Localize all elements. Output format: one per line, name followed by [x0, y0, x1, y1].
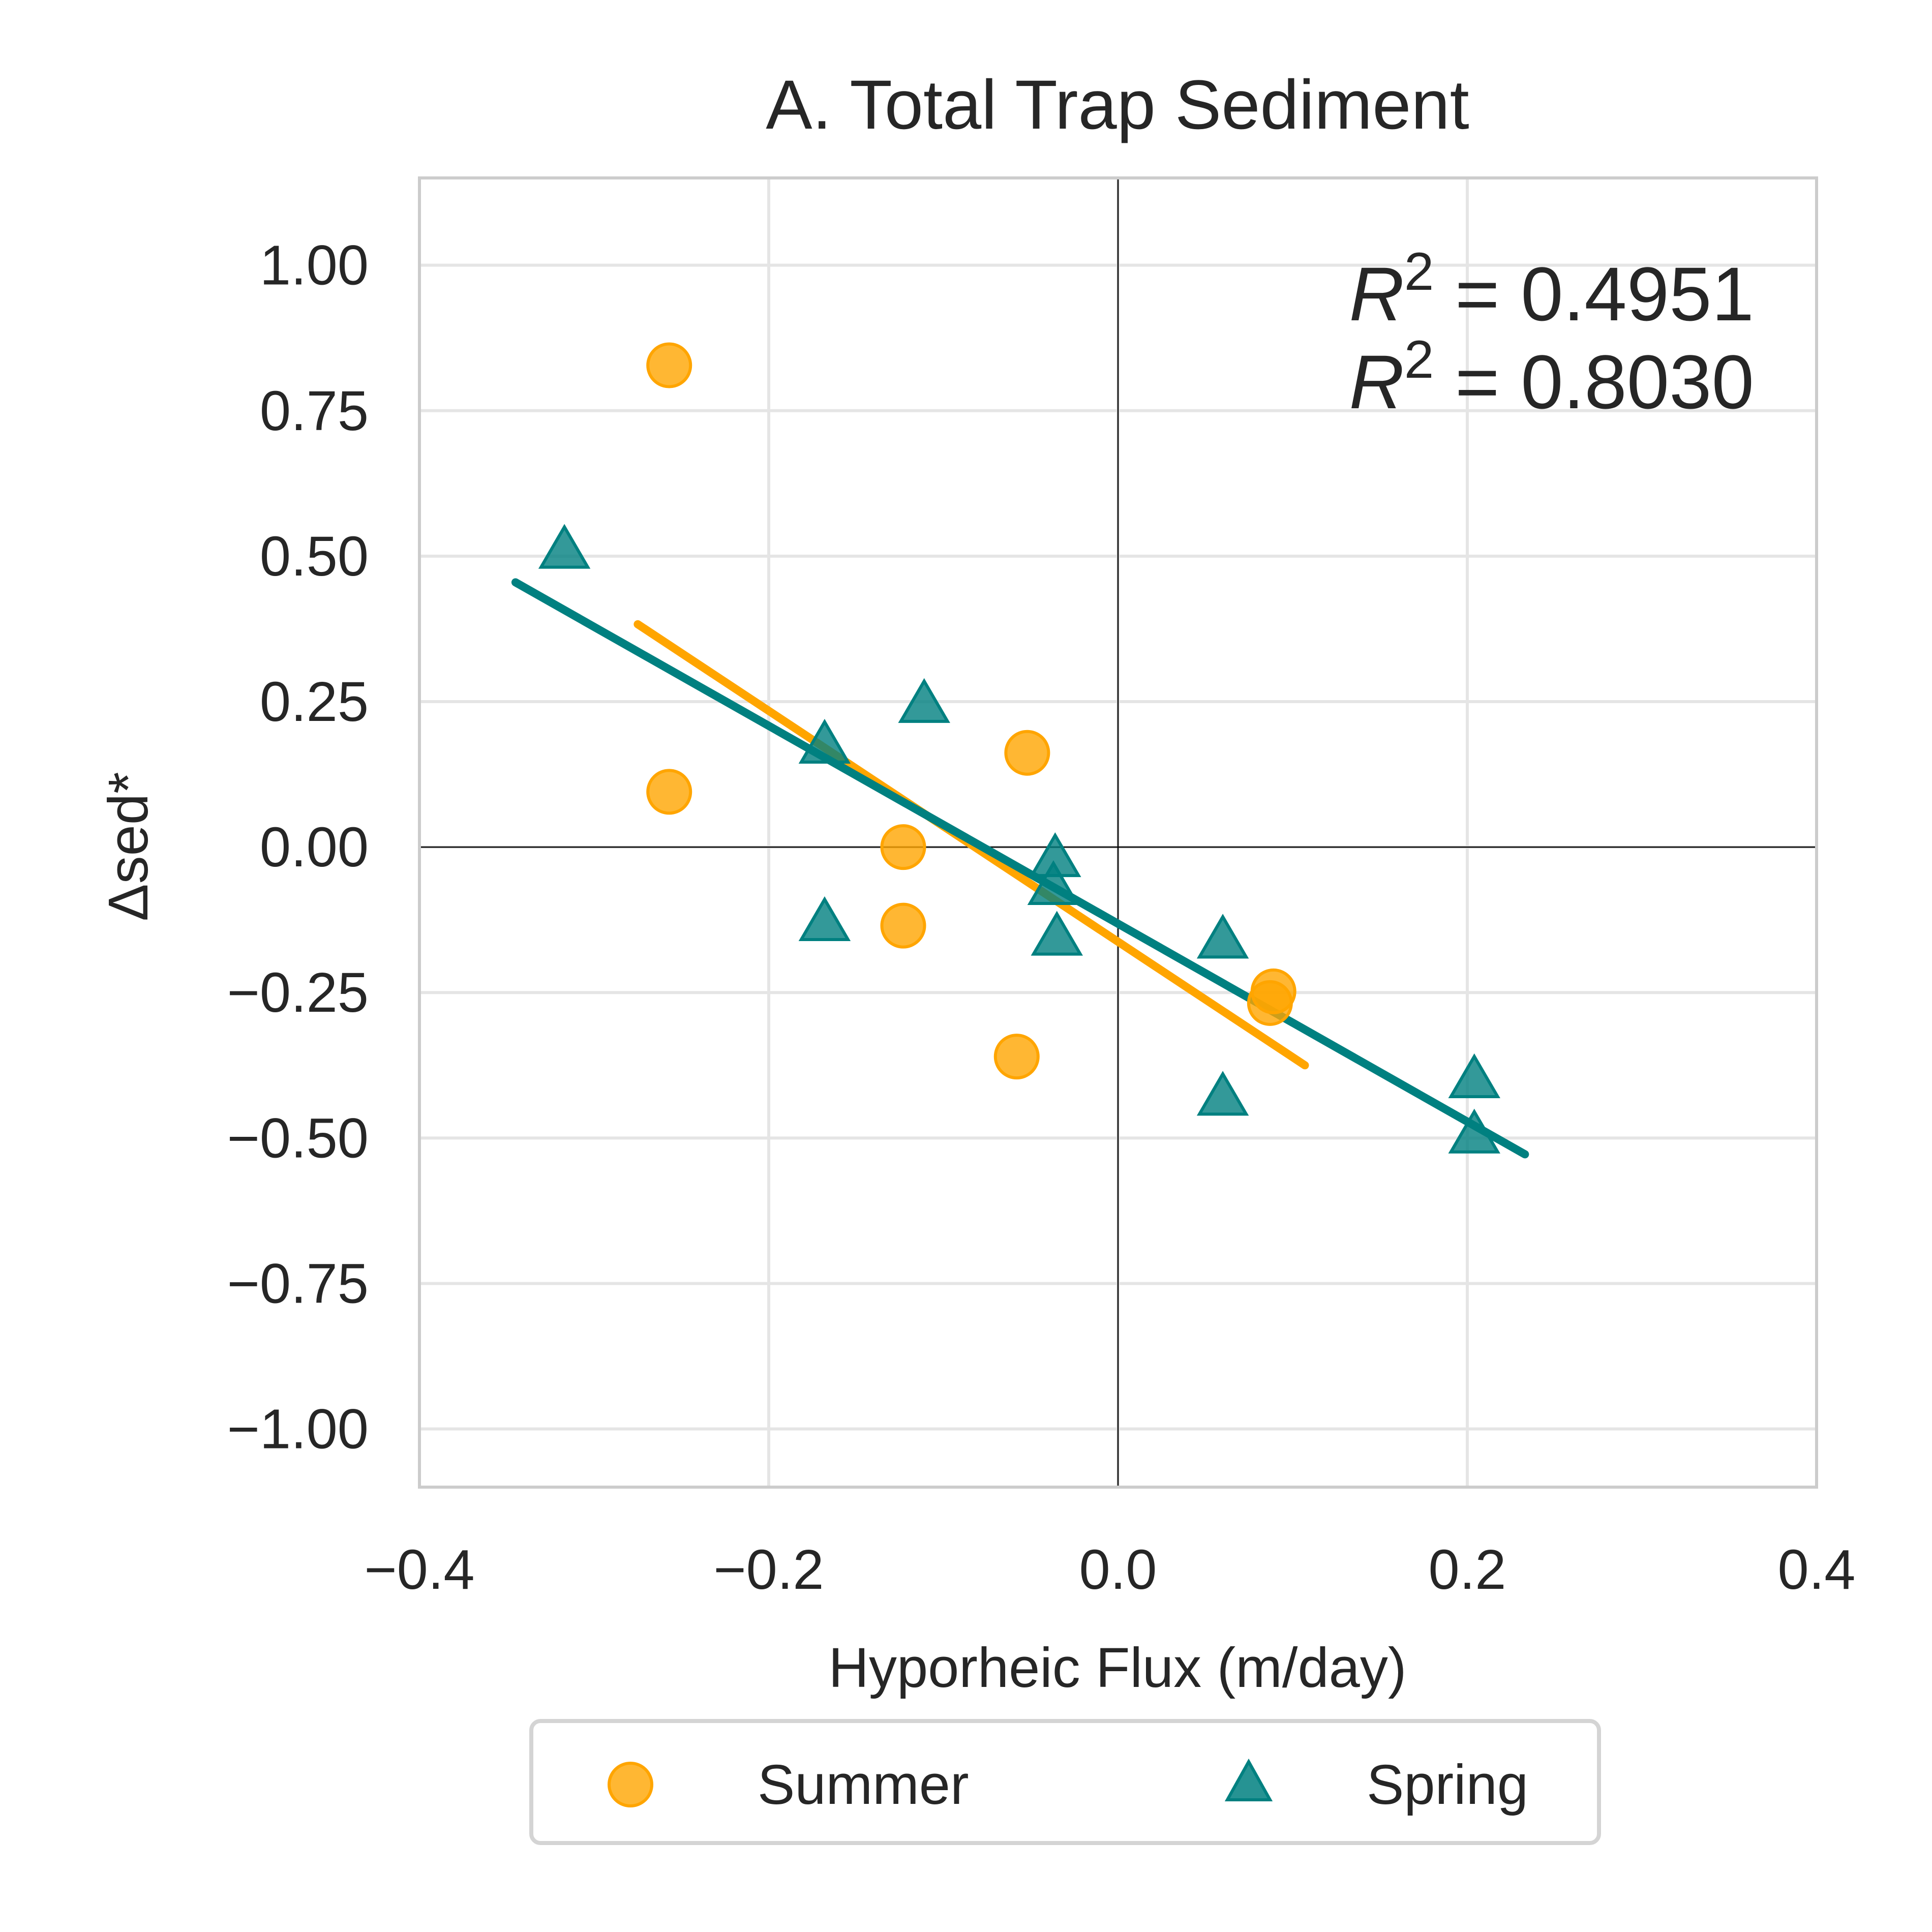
spring-fit-line — [511, 578, 1529, 1159]
spring-point — [1448, 1108, 1500, 1154]
legend-spring-label: Spring — [1367, 1754, 1528, 1816]
y-tick-label: −0.75 — [227, 1252, 369, 1315]
spring-point — [1031, 911, 1083, 956]
tick-labels: −0.4 −0.2 0.0 0.2 0.4 1.00 0.75 0.50 0.25 0.00 −0.… — [227, 234, 1856, 1601]
x-tick-label: 0.4 — [1778, 1538, 1856, 1601]
summer-point — [646, 769, 692, 815]
y-tick-label: 0.75 — [260, 380, 369, 442]
r2-summer-exponent: 2 — [1404, 242, 1434, 301]
x-tick-label: −0.4 — [364, 1538, 474, 1601]
summer-point — [993, 1034, 1040, 1080]
zero-lines — [419, 178, 1817, 1487]
r2-summer-value: = 0.4951 — [1434, 251, 1754, 337]
spring-point — [1027, 860, 1080, 905]
spring-point — [538, 524, 591, 569]
data-points — [538, 342, 1500, 1154]
r2-spring-symbol: R — [1349, 339, 1404, 425]
x-tick-label: 0.0 — [1079, 1538, 1157, 1601]
plot-frame — [418, 176, 1818, 1489]
y-tick-label: 0.50 — [260, 525, 369, 588]
r2-summer-annotation: R2 = 0.4951 — [1349, 242, 1754, 337]
y-tick-label: 0.25 — [260, 671, 369, 733]
x-tick-label: −0.2 — [713, 1538, 824, 1601]
summer-point — [1247, 980, 1293, 1026]
spring-point — [798, 718, 851, 764]
chart-title: A. Total Trap Sediment — [766, 66, 1469, 144]
spring-point — [1448, 1053, 1500, 1099]
regression-lines — [511, 578, 1529, 1159]
x-axis-label: Hyporheic Flux (m/day) — [829, 1637, 1407, 1699]
legend-summer-marker — [608, 1762, 653, 1807]
r2-summer-symbol: R — [1349, 251, 1404, 337]
spring-point — [798, 896, 851, 942]
legend-spring-marker — [1224, 1758, 1273, 1801]
legend-box — [529, 1719, 1601, 1845]
r2-spring-annotation: R2 = 0.8030 — [1349, 330, 1754, 425]
summer-point — [880, 824, 926, 870]
y-tick-label: 0.00 — [260, 816, 369, 879]
r2-spring-value: = 0.8030 — [1434, 339, 1754, 425]
y-tick-label: −0.25 — [227, 961, 369, 1024]
spring-point — [1196, 914, 1249, 959]
legend: Summer Spring — [529, 1719, 1601, 1845]
x-tick-label: 0.2 — [1429, 1538, 1506, 1601]
summer-point — [880, 902, 926, 949]
y-tick-label: 1.00 — [260, 234, 369, 297]
spring-point — [898, 678, 950, 723]
legend-summer-label: Summer — [758, 1754, 969, 1816]
y-tick-label: −0.50 — [227, 1107, 369, 1169]
summer-point — [1004, 730, 1050, 776]
r2-spring-exponent: 2 — [1404, 330, 1434, 389]
y-tick-label: −1.00 — [227, 1398, 369, 1461]
y-axis-label: Δsed* — [97, 772, 160, 921]
spring-point — [1196, 1071, 1249, 1116]
summer-point — [646, 342, 692, 388]
